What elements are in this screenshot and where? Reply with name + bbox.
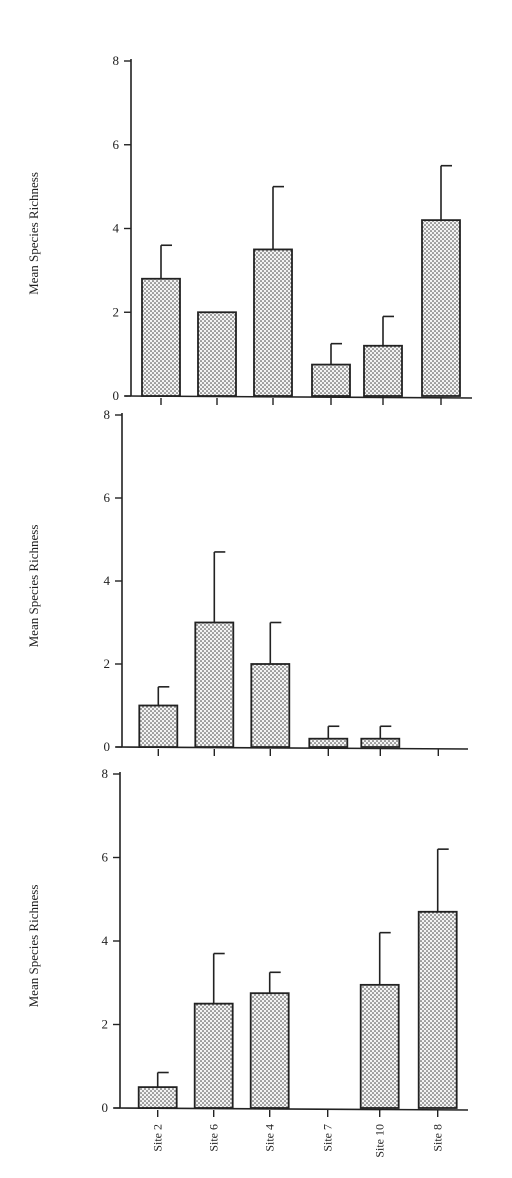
y-tick-label-4: 4 (104, 573, 111, 588)
y-tick-label-0: 0 (104, 739, 111, 754)
y-tick-label-2: 2 (104, 656, 111, 671)
y-tick-label-6: 6 (102, 850, 109, 865)
y-tick-label-6: 6 (104, 490, 111, 505)
chart-panel-3: Mean Species Richness 0 2 4 6 8 Site 2 Site 6 Si… (26, 766, 469, 1158)
x-category-label-1: Site 2 (151, 1124, 165, 1152)
bar-site-2 (138, 704, 179, 748)
y-tick-label-0: 0 (102, 1100, 109, 1115)
y-axis-label: Mean Species Richness (26, 172, 41, 295)
bar-site-8 (417, 910, 458, 1109)
bar-site-10 (359, 983, 400, 1109)
y-tick-label-8: 8 (113, 53, 120, 68)
x-category-label-3: Site 4 (263, 1124, 277, 1152)
bar-site-6 (197, 311, 237, 397)
y-tick-label-2: 2 (113, 304, 120, 319)
y-tick-label-2: 2 (102, 1017, 109, 1032)
bar-site-7 (308, 737, 349, 748)
chart-panel-1: Mean Species Richness 0 2 4 6 8 (26, 53, 473, 405)
bar-site-6 (193, 1002, 234, 1109)
y-tick-label-0: 0 (113, 388, 120, 403)
y-tick-label-6: 6 (113, 137, 120, 152)
y-tick-label-4: 4 (113, 221, 120, 236)
x-category-label-2: Site 6 (207, 1124, 221, 1152)
y-tick-label-4: 4 (102, 933, 109, 948)
y-tick-label-8: 8 (102, 766, 109, 781)
bar-site-2 (137, 1086, 178, 1109)
bar-site-10 (360, 737, 401, 748)
bar-site-4 (249, 992, 290, 1109)
y-axis-label: Mean Species Richness (26, 525, 41, 648)
x-category-label-5: Site 10 (373, 1124, 387, 1158)
bar-site-8 (421, 219, 461, 397)
x-category-label-4: Site 7 (321, 1124, 335, 1152)
x-axis-line (124, 395, 473, 399)
bar-site-7 (311, 363, 351, 397)
bar-site-4 (253, 248, 293, 397)
bar-site-4 (250, 663, 291, 748)
y-tick-label-8: 8 (104, 407, 111, 422)
chart-panel-2: Mean Species Richness 0 2 4 6 8 (26, 407, 469, 756)
bar-site-2 (141, 277, 181, 397)
bar-site-6 (194, 621, 235, 748)
x-category-label-6: Site 8 (431, 1124, 445, 1152)
y-axis-label: Mean Species Richness (26, 885, 41, 1008)
bar-site-10 (363, 344, 403, 397)
